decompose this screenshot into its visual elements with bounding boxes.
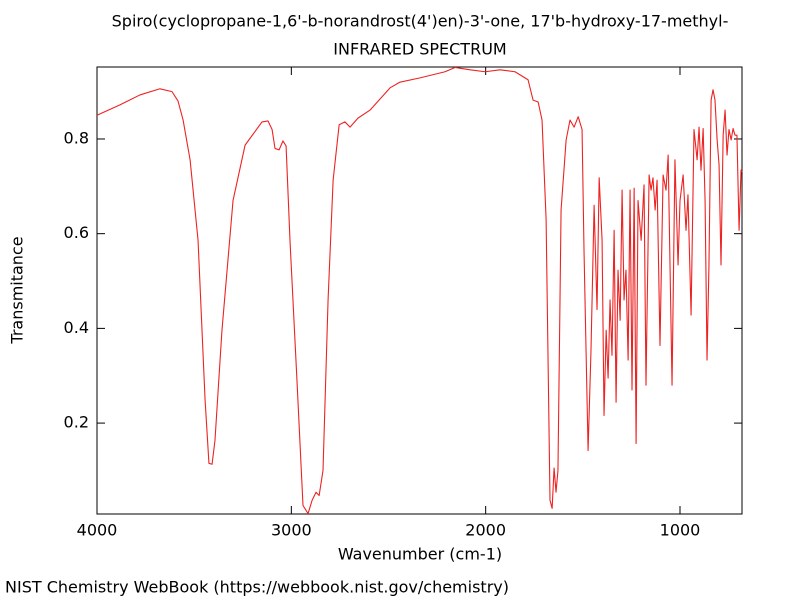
plot-frame (96, 66, 743, 515)
x-tick-label: 4000 (77, 521, 118, 540)
spectrum-line (96, 66, 743, 515)
y-tick-label: 0.2 (64, 413, 89, 432)
x-tick-label: 1000 (660, 521, 701, 540)
x-tick-label: 2000 (465, 521, 506, 540)
y-tick-label: 0.6 (64, 223, 89, 242)
chart-subtitle: INFRARED SPECTRUM (333, 40, 506, 59)
y-tick-label: 0.4 (64, 318, 89, 337)
y-axis-label: Transmitance (8, 236, 27, 344)
x-axis-label: Wavenumber (cm-1) (338, 545, 502, 564)
y-tick-label: 0.8 (64, 128, 89, 147)
chart-title: Spiro(cyclopropane-1,6'-b-norandrost(4')… (112, 12, 729, 31)
source-note: NIST Chemistry WebBook (https://webbook.… (5, 578, 509, 597)
x-tick-label: 3000 (271, 521, 312, 540)
